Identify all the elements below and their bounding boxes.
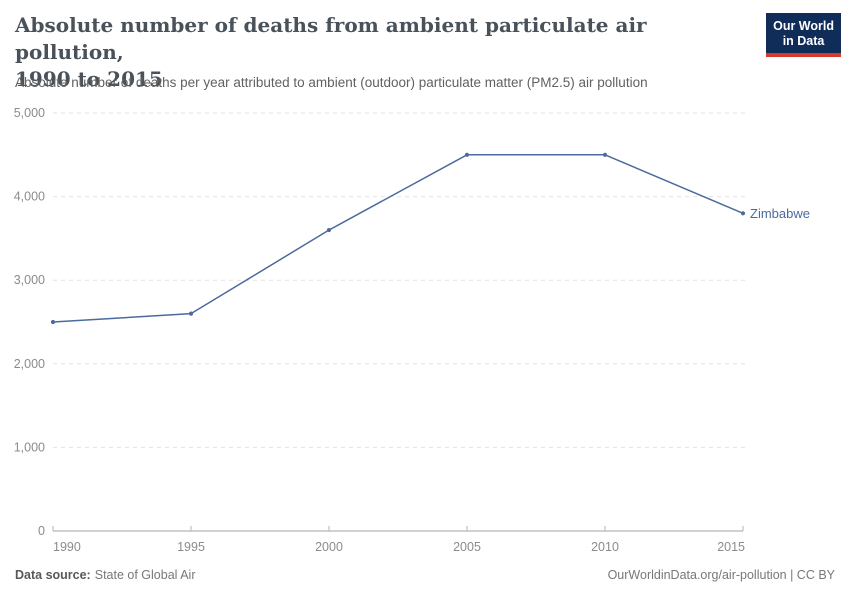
x-tick-label: 1990	[53, 540, 81, 554]
data-point[interactable]	[50, 319, 56, 325]
x-tick-label: 1995	[177, 540, 205, 554]
series-line[interactable]	[52, 154, 744, 323]
credit-link[interactable]: OurWorldinData.org/air-pollution | CC BY	[607, 568, 835, 582]
x-tick-label: 2015	[717, 540, 745, 554]
y-tick-label: 1,000	[14, 440, 45, 454]
chart-subtitle: Absolute number of deaths per year attri…	[15, 75, 648, 90]
chart-footer: Data source: State of Global Air OurWorl…	[15, 568, 835, 582]
data-point[interactable]	[602, 152, 608, 157]
owid-logo: Our World in Data	[766, 13, 841, 57]
x-tick-label: 2010	[591, 540, 619, 554]
page-title-line1: Absolute number of deaths from ambient p…	[15, 13, 647, 64]
owid-logo-line2: in Data	[782, 34, 825, 48]
data-source-value: State of Global Air	[94, 568, 196, 582]
y-tick-label: 5,000	[14, 106, 45, 120]
data-point[interactable]	[464, 152, 470, 157]
y-tick-label: 4,000	[14, 190, 45, 204]
page-title-line2: 1990 to 2015	[15, 67, 163, 91]
x-tick-label: 2005	[453, 540, 481, 554]
data-point[interactable]	[188, 311, 194, 316]
y-tick-label: 3,000	[14, 273, 45, 287]
data-source-label: Data source:	[15, 568, 91, 582]
y-tick-label: 0	[38, 524, 45, 538]
data-point[interactable]	[326, 227, 332, 233]
y-tick-label: 2,000	[14, 357, 45, 371]
x-tick-label: 2000	[315, 540, 343, 554]
data-source: Data source: State of Global Air	[15, 568, 196, 582]
page-title: Absolute number of deaths from ambient p…	[15, 12, 745, 93]
owid-logo-line1: Our World	[773, 19, 834, 33]
series-label[interactable]: Zimbabwe	[750, 206, 810, 221]
data-point[interactable]	[740, 211, 746, 216]
